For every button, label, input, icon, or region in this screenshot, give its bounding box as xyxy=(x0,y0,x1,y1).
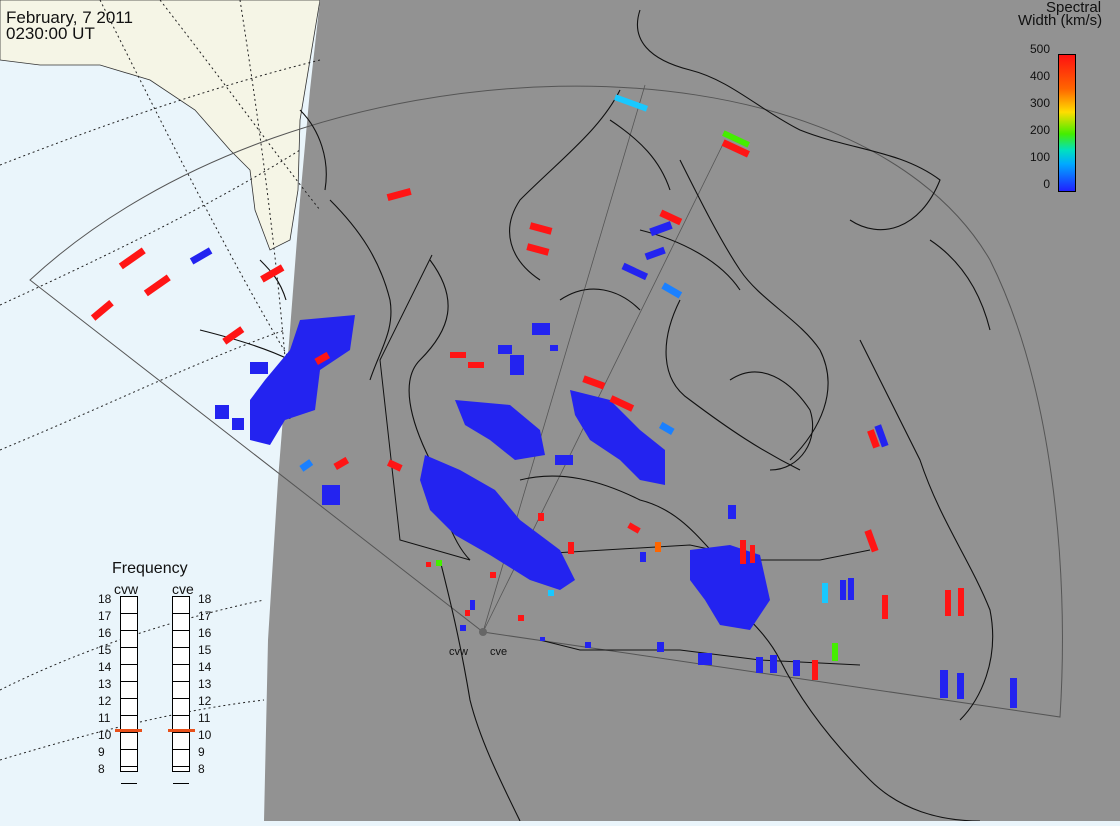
frequency-marker-cvw xyxy=(115,729,142,733)
frequency-scale-label: 11 xyxy=(198,711,211,725)
frequency-scale-label: 15 xyxy=(98,643,112,657)
frequency-gauge-cell xyxy=(121,665,137,682)
frequency-gauge-cell xyxy=(121,631,137,648)
radar-label-cvw: cvw xyxy=(449,646,468,658)
frequency-scale-label: 13 xyxy=(98,677,112,691)
frequency-radar-label-cve: cve xyxy=(172,581,194,597)
legend-tick: 400 xyxy=(1029,69,1050,83)
legend-tick: 300 xyxy=(1029,96,1050,110)
frequency-gauge-cell xyxy=(173,682,189,699)
frequency-gauge-cell xyxy=(121,716,137,733)
frequency-gauge-cell xyxy=(121,614,137,631)
frequency-scale-label: 11 xyxy=(98,711,111,725)
frequency-scale-label: 10 xyxy=(198,728,212,742)
frequency-scale-label: 14 xyxy=(98,660,112,674)
frequency-scale-label: 10 xyxy=(98,728,112,742)
frequency-gauge-cell xyxy=(173,665,189,682)
frequency-gauge-cell xyxy=(121,767,137,784)
frequency-gauge-cell xyxy=(121,733,137,750)
frequency-gauge-cvw xyxy=(120,596,138,784)
radar-site-marker xyxy=(479,628,487,636)
legend-title-line1: Spectral xyxy=(1046,0,1102,16)
frequency-scale-label: 12 xyxy=(98,694,112,708)
radar-field-of-view xyxy=(29,85,1063,718)
night-region xyxy=(264,0,1120,821)
legend-tick: 100 xyxy=(1029,150,1050,164)
frequency-gauge-cell xyxy=(121,597,137,614)
echoes-low-width xyxy=(189,221,1017,708)
frequency-scale-label: 17 xyxy=(198,609,212,623)
frequency-scale-label: 14 xyxy=(198,660,212,674)
frequency-scale-label: 9 xyxy=(98,745,105,759)
frequency-gauge-cell xyxy=(173,767,189,784)
date-label: February, 7 2011 xyxy=(6,8,133,27)
echoes-high-width xyxy=(90,139,964,680)
frequency-gauge-cell xyxy=(173,614,189,631)
frequency-gauge-cve xyxy=(172,596,190,784)
frequency-gauge-cell xyxy=(121,682,137,699)
frequency-gauge-cell xyxy=(173,597,189,614)
legend-tick: 0 xyxy=(1043,177,1050,191)
legend-tick: 500 xyxy=(1029,42,1050,56)
frequency-scale-label: 16 xyxy=(198,626,212,640)
frequency-gauge-cell xyxy=(173,648,189,665)
frequency-gauge-cell xyxy=(121,648,137,665)
frequency-scale-label: 8 xyxy=(98,762,105,776)
frequency-scale-label: 8 xyxy=(198,762,205,776)
time-label: 0230:00 UT xyxy=(6,24,95,43)
radar-label-cve: cve xyxy=(490,646,508,658)
frequency-gauge-cell xyxy=(121,750,137,767)
frequency-radar-label-cvw: cvw xyxy=(114,581,139,597)
frequency-gauge-cell xyxy=(173,631,189,648)
frequency-scale-label: 12 xyxy=(198,694,212,708)
frequency-scale-label: 15 xyxy=(198,643,212,657)
frequency-scale-label: 13 xyxy=(198,677,212,691)
legend-color-bar xyxy=(1058,54,1076,192)
frequency-gauge-cell xyxy=(121,699,137,716)
frequency-gauge-cell xyxy=(173,699,189,716)
frequency-scale-label: 18 xyxy=(98,592,112,606)
frequency-gauge-cell xyxy=(173,716,189,733)
frequency-gauge-cell xyxy=(173,733,189,750)
frequency-marker-cve xyxy=(168,729,195,733)
frequency-gauge-cell xyxy=(173,750,189,767)
frequency-panel-title: Frequency xyxy=(112,560,188,577)
land-alaska-daylight xyxy=(0,0,321,251)
frequency-scale-label: 17 xyxy=(98,609,112,623)
frequency-scale-label: 16 xyxy=(98,626,112,640)
legend-tick: 200 xyxy=(1029,123,1050,137)
echoes-mid-width xyxy=(299,94,838,661)
legend-title-line2: Width (km/s) xyxy=(1018,12,1103,29)
frequency-scale-label: 18 xyxy=(198,592,212,606)
frequency-scale-label: 9 xyxy=(198,745,205,759)
